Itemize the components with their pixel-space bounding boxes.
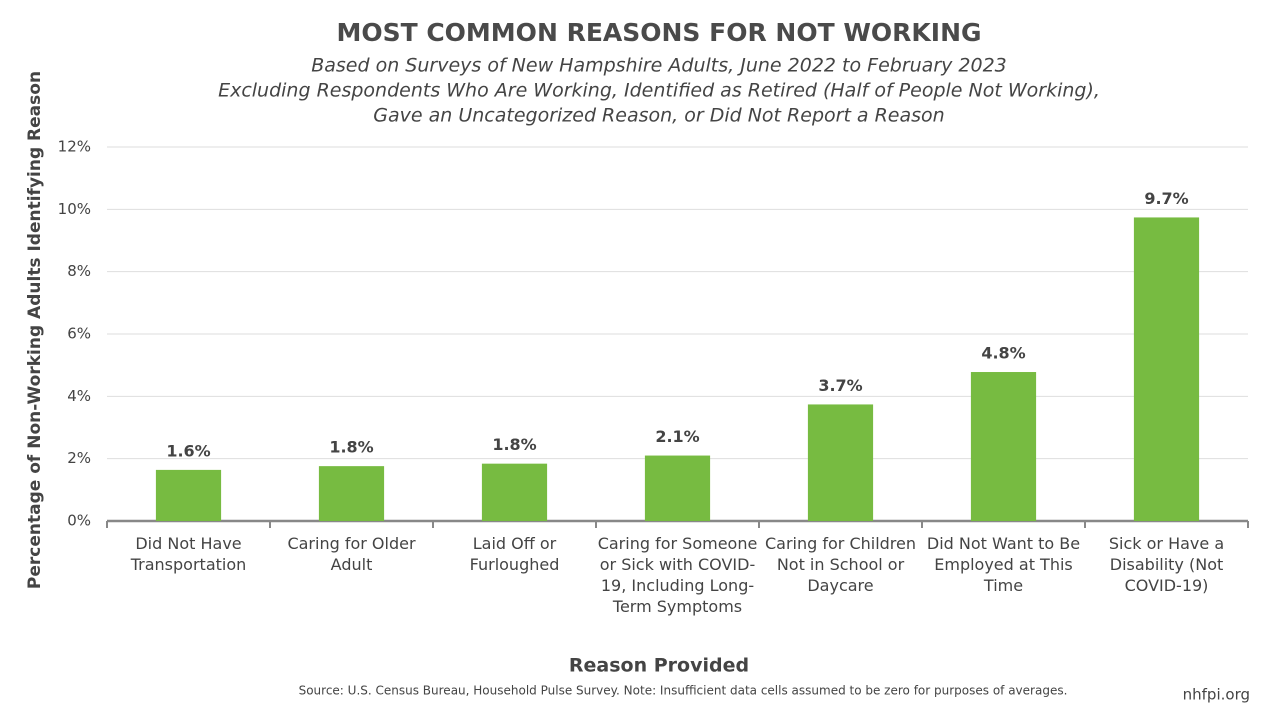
x-tick-label: Caring for Older Adult [287,534,416,574]
x-tick-label: Did Not Want to Be Employed at This Time [926,534,1081,595]
y-tick-label: 6% [67,325,91,343]
y-tick-label: 0% [67,512,91,530]
bar [644,455,711,521]
value-label: 9.7% [1144,189,1188,208]
value-label: 1.8% [492,435,536,454]
value-label: 3.7% [818,376,862,395]
subtitle: Based on Surveys of New Hampshire Adults… [311,55,1007,77]
y-tick-label: 4% [67,387,91,405]
bar [318,466,385,521]
value-label: 1.6% [166,441,210,460]
value-label: 1.8% [329,438,373,457]
bar [807,404,874,521]
x-tick-label: Did Not Have Transportation [130,534,247,574]
value-label: 4.8% [981,344,1025,363]
value-label: 2.1% [655,427,699,446]
y-tick-label: 2% [67,449,91,467]
subtitle: Gave an Uncategorized Reason, or Did Not… [373,105,944,127]
x-tick-label: Sick or Have a Disability (Not COVID-19) [1108,534,1225,595]
x-tick-label: Caring for Someone or Sick with COVID-19… [597,534,758,616]
credit: nhfpi.org [1183,686,1250,704]
bar [970,372,1037,521]
y-tick-label: 12% [58,138,91,156]
subtitle: Excluding Respondents Who Are Working, I… [218,80,1100,102]
y-axis-label: Percentage of Non-Working Adults Identif… [25,71,45,589]
x-axis-label: Reason Provided [569,655,749,677]
bar [155,469,222,521]
bar [1133,217,1200,522]
y-tick-label: 10% [58,200,91,218]
x-tick-label: Laid Off or Furloughed [469,534,560,574]
y-tick-label: 8% [67,262,91,280]
bar [481,463,548,521]
x-tick-label: Caring for Children Not in School or Day… [764,534,917,595]
chart-title: MOST COMMON REASONS FOR NOT WORKING [336,18,981,47]
source-note: Source: U.S. Census Bureau, Household Pu… [299,684,1068,698]
